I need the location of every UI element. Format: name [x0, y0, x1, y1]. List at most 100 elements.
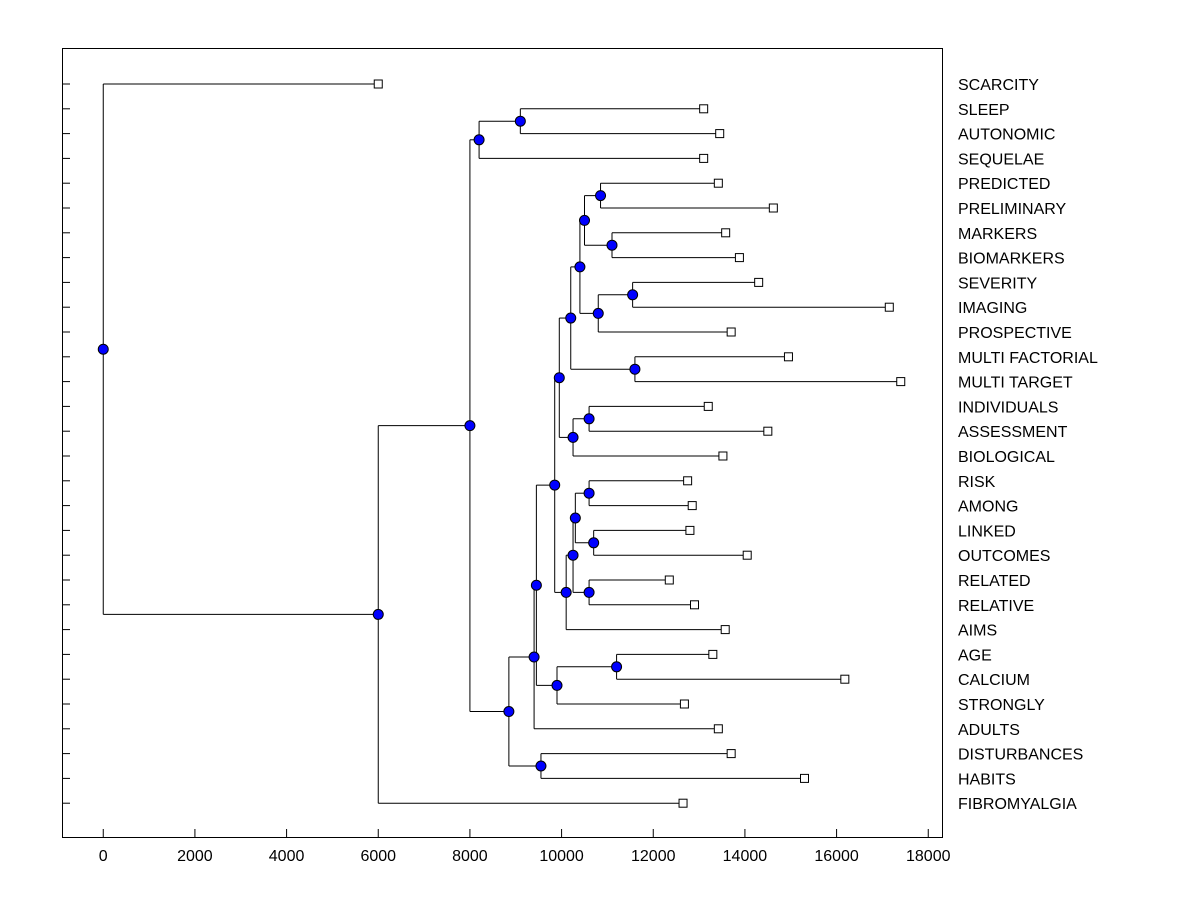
merge-node: [611, 661, 623, 673]
leaf-label: RISK: [958, 474, 996, 491]
leaf-label: SEVERITY: [958, 275, 1037, 292]
leaf-label: SEQUELAE: [958, 151, 1044, 168]
merge-node: [574, 261, 586, 273]
merge-node: [583, 586, 595, 598]
leaf-label: AIMS: [958, 623, 997, 640]
merge-node: [583, 413, 595, 425]
merge-node: [553, 372, 565, 384]
leaf-label: SLEEP: [958, 102, 1010, 119]
leaf-marker: [708, 649, 718, 659]
leaf-marker: [703, 401, 713, 411]
leaf-marker: [754, 277, 764, 287]
merge-node: [464, 420, 476, 432]
leaf-label: AGE: [958, 647, 992, 664]
merge-node: [530, 579, 542, 591]
leaf-label: IMAGING: [958, 300, 1027, 317]
leaf-marker: [699, 153, 709, 163]
leaf-marker: [768, 203, 778, 213]
leaf-label: INDIVIDUALS: [958, 399, 1058, 416]
merge-node: [528, 651, 540, 663]
leaf-marker: [726, 327, 736, 337]
leaf-marker: [713, 724, 723, 734]
ticks-layer: 0 2000 4000 6000 8000 10000 12000 14000 16000 180…: [62, 83, 951, 865]
x-tick-label: 12000: [631, 848, 676, 865]
leaf-marker: [685, 525, 695, 535]
leaf-label: AUTONOMIC: [958, 127, 1055, 144]
merge-node: [565, 312, 577, 324]
x-tick-label: 14000: [723, 848, 768, 865]
leaf-label: DISTURBANCES: [958, 747, 1083, 764]
leaf-label: ADULTS: [958, 722, 1020, 739]
leaf-marker: [884, 302, 894, 312]
leaf-marker: [687, 501, 697, 511]
leaf-label: PRELIMINARY: [958, 201, 1067, 218]
leaf-marker: [896, 377, 906, 387]
leaf-label: AMONG: [958, 499, 1018, 516]
leaf-marker: [699, 104, 709, 114]
nodes-layer: [97, 115, 641, 772]
leaf-label: PROSPECTIVE: [958, 325, 1072, 342]
leaf-label: ASSESSMENT: [958, 424, 1068, 441]
x-tick-label: 16000: [814, 848, 859, 865]
leaf-marker: [840, 674, 850, 684]
merge-node: [514, 115, 526, 127]
leaf-label: CALCIUM: [958, 672, 1030, 689]
merge-node: [567, 431, 579, 443]
leaf-label: OUTCOMES: [958, 548, 1050, 565]
x-tick-label: 6000: [360, 848, 396, 865]
leaf-marker: [373, 79, 383, 89]
leaf-marker: [683, 476, 693, 486]
leaf-marker: [678, 798, 688, 808]
leaf-label: MULTI FACTORIAL: [958, 350, 1098, 367]
leaf-label: HABITS: [958, 771, 1016, 788]
links-layer: [102, 83, 901, 804]
leaf-label: FIBROMYALGIA: [958, 796, 1077, 813]
x-tick-label: 4000: [269, 848, 305, 865]
leaf-label: STRONGLY: [958, 697, 1045, 714]
merge-node: [549, 479, 561, 491]
merge-node: [583, 487, 595, 499]
merge-node: [595, 190, 607, 202]
merge-node: [627, 289, 639, 301]
leaf-marker: [715, 129, 725, 139]
leaf-label: RELATED: [958, 573, 1031, 590]
leaf-label: MULTI TARGET: [958, 375, 1073, 392]
merge-node: [592, 307, 604, 319]
leaf-marker: [763, 426, 773, 436]
merge-node: [606, 239, 618, 251]
leaves-layer: [373, 79, 906, 808]
leaf-label: SCARCITY: [958, 77, 1039, 94]
merge-node: [567, 549, 579, 561]
merge-node: [97, 343, 109, 355]
leaf-marker: [721, 228, 731, 238]
leaf-label: PREDICTED: [958, 176, 1050, 193]
leaf-marker: [690, 600, 699, 610]
merge-node: [560, 586, 572, 598]
leaf-marker: [800, 773, 809, 783]
leaf-label: MARKERS: [958, 226, 1037, 243]
plot-frame: [62, 48, 943, 838]
leaf-marker: [664, 575, 674, 585]
merge-node: [629, 363, 641, 375]
leaf-label: BIOLOGICAL: [958, 449, 1055, 466]
merge-node: [503, 706, 515, 718]
leaf-marker: [720, 625, 730, 635]
x-tick-label: 2000: [177, 848, 213, 865]
leaf-label: BIOMARKERS: [958, 251, 1065, 268]
merge-node: [551, 679, 563, 691]
merge-node: [579, 214, 590, 226]
merge-node: [588, 537, 600, 549]
leaf-marker: [742, 550, 752, 560]
merge-node: [569, 512, 581, 524]
merge-node: [535, 760, 547, 772]
leaf-marker: [679, 699, 689, 709]
x-tick-label: 0: [99, 848, 108, 865]
leaf-marker: [718, 451, 728, 461]
leaf-marker: [783, 352, 793, 362]
leaf-marker: [726, 749, 736, 759]
leaf-label: LINKED: [958, 523, 1016, 540]
x-tick-label: 18000: [906, 848, 951, 865]
leaf-marker: [734, 253, 744, 263]
merge-node: [372, 608, 384, 620]
